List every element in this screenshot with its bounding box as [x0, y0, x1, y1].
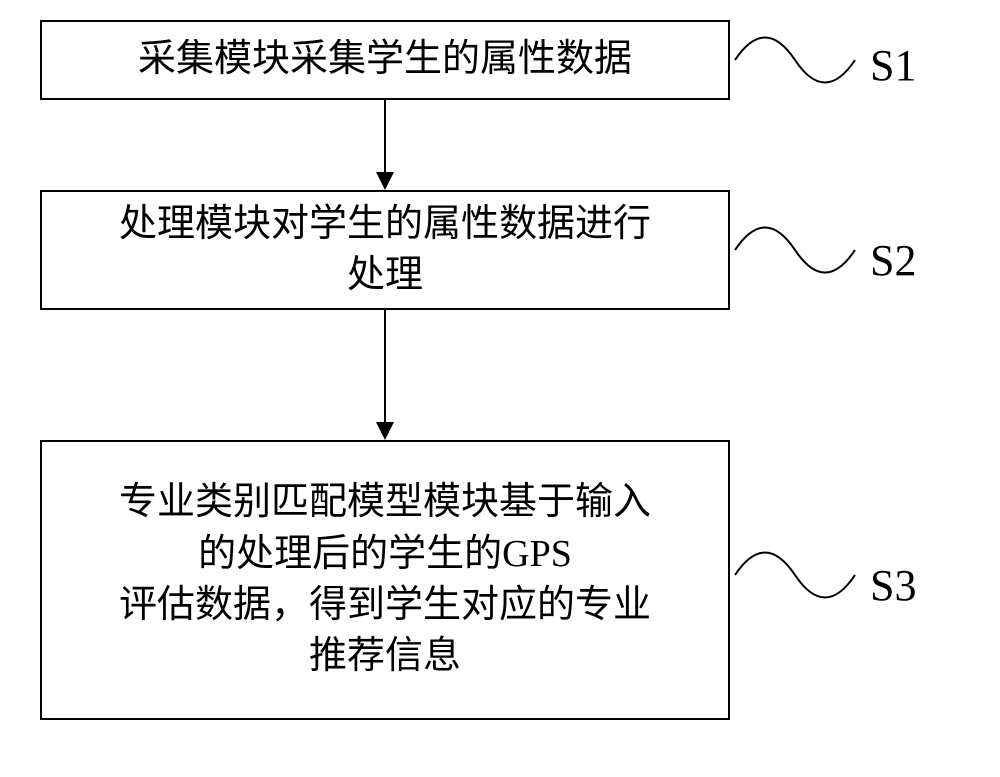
arrow-s1-s2-line	[384, 100, 386, 172]
arrow-s2-s3-head	[376, 422, 394, 440]
flow-label-s3: S3	[870, 560, 916, 611]
squiggle-s1	[735, 25, 855, 95]
flow-label-s1: S1	[870, 40, 916, 91]
flow-node-s2-text: 处理模块对学生的属性数据进行处理	[119, 199, 651, 302]
flow-node-s1-text: 采集模块采集学生的属性数据	[138, 34, 632, 85]
flow-node-s3: 专业类别匹配模型模块基于输入的处理后的学生的GPS评估数据，得到学生对应的专业推…	[40, 440, 730, 720]
flowchart-canvas: 采集模块采集学生的属性数据 S1 处理模块对学生的属性数据进行处理 S2 专业类…	[0, 0, 1000, 777]
squiggle-s2	[735, 215, 855, 285]
flow-node-s3-text: 专业类别匹配模型模块基于输入的处理后的学生的GPS评估数据，得到学生对应的专业推…	[119, 477, 651, 682]
flow-node-s1: 采集模块采集学生的属性数据	[40, 20, 730, 100]
arrow-s1-s2-head	[376, 172, 394, 190]
flow-node-s2: 处理模块对学生的属性数据进行处理	[40, 190, 730, 310]
squiggle-s3	[735, 540, 855, 610]
flow-label-s2: S2	[870, 235, 916, 286]
arrow-s2-s3-line	[384, 310, 386, 422]
